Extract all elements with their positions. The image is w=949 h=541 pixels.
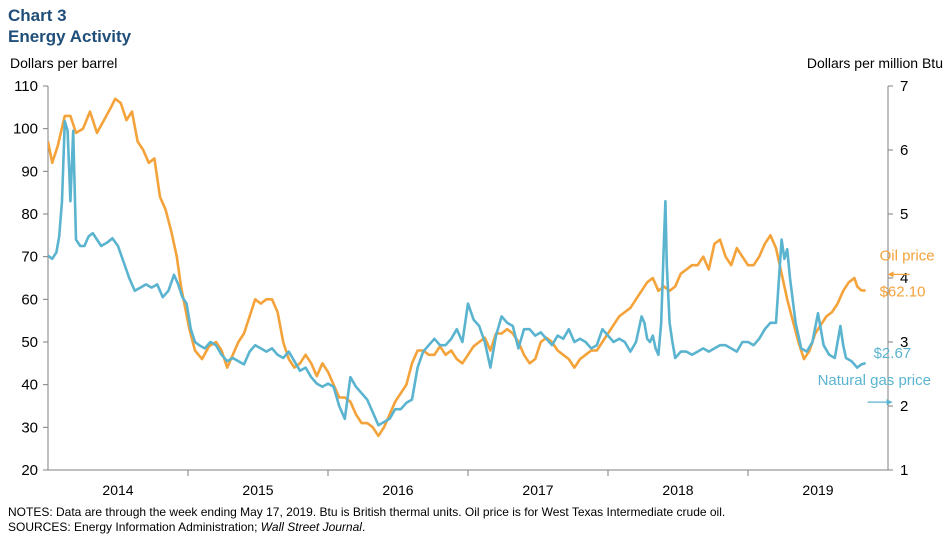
sources-prefix: SOURCES: Energy Information Administrati… (8, 520, 261, 534)
sources-text: SOURCES: Energy Information Administrati… (8, 520, 365, 535)
gas-price-line (48, 119, 866, 427)
x-tick-label: 2018 (662, 482, 693, 498)
oil-price-label: Oil price (880, 247, 935, 264)
right-tick-label: 3 (900, 334, 908, 351)
right-tick-label: 2 (900, 398, 908, 415)
sources-suffix: . (361, 520, 366, 534)
left-tick-label: 50 (21, 334, 38, 351)
oil-price-line (48, 97, 866, 438)
left-tick-label: 20 (21, 462, 38, 479)
sources-italic: Wall Street Journal (260, 520, 362, 534)
chart-title: Energy Activity (8, 27, 132, 46)
x-tick-label: 2016 (382, 482, 413, 498)
left-tick-label: 70 (21, 249, 38, 266)
right-tick-label: 4 (900, 270, 908, 287)
right-tick-label: 1 (900, 462, 908, 479)
left-tick-label: 110 (14, 78, 38, 95)
left-tick-label: 30 (21, 419, 38, 436)
left-tick-label: 60 (21, 291, 38, 308)
x-tick-label: 2015 (242, 482, 273, 498)
left-axis-title: Dollars per barrel (10, 55, 118, 71)
right-tick-label: 6 (900, 142, 908, 159)
left-tick-label: 90 (21, 163, 38, 180)
x-tick-label: 2017 (522, 482, 553, 498)
chart-number: Chart 3 (8, 6, 67, 25)
notes-text: NOTES: Data are through the week ending … (8, 505, 726, 519)
gas-price-label: Natural gas price (818, 372, 931, 389)
left-tick-label: 80 (21, 206, 38, 223)
right-tick-label: 5 (900, 206, 908, 223)
x-tick-label: 2019 (802, 482, 833, 498)
left-arrowhead-icon (887, 271, 894, 278)
gas-price-value: $2.67 (874, 345, 912, 362)
left-tick-label: 100 (13, 121, 38, 138)
left-tick-label: 40 (21, 377, 38, 394)
right-tick-label: 7 (900, 78, 908, 95)
x-tick-label: 2014 (102, 482, 133, 498)
oil-price-value: $62.10 (880, 283, 926, 300)
right-arrowhead-icon (886, 399, 893, 406)
right-axis-title: Dollars per million Btu (806, 55, 943, 71)
